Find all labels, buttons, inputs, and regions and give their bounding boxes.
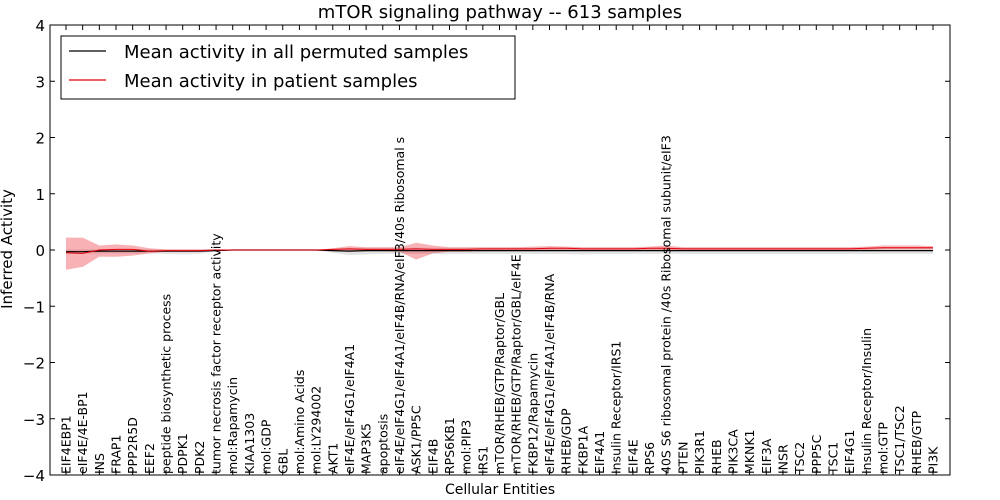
x-tick-label: TSC1 — [826, 442, 841, 475]
x-tick-label: mol:PIP3 — [459, 420, 474, 474]
x-tick-label: 40S S6 ribosomal protein /40s Ribosomal … — [659, 135, 674, 474]
x-tick-label: RHEB/GTP — [909, 410, 924, 474]
x-tick-label: PTEN — [675, 442, 690, 474]
x-tick-label: PIK3R1 — [692, 430, 707, 474]
x-tick-label: mol:LY294002 — [309, 386, 324, 474]
y-tick-label: −4 — [23, 467, 45, 485]
y-tick-label: 2 — [35, 130, 45, 148]
x-tick-label: eIF4E/eIF4G1/eIF4A1/eIF4B/RNA/eIF3/40s R… — [392, 137, 407, 474]
series-line-permuted — [66, 249, 933, 253]
x-tick-label: EIF4EBP1 — [59, 415, 74, 474]
y-tick-label: 1 — [35, 186, 45, 204]
x-tick-label: MAP3K5 — [359, 423, 374, 474]
x-tick-label: PI3K — [926, 446, 941, 474]
y-tick-label: 3 — [35, 73, 45, 91]
x-tick-label: EIF4A1 — [592, 431, 607, 474]
x-tick-label: PIK3CA — [725, 429, 740, 474]
x-tick-label: eIF4E/4E-BP1 — [75, 391, 90, 474]
x-tick-label: mTOR/RHEB/GTP/Raptor/GBL/eIF4E — [509, 254, 524, 474]
y-tick-label: 0 — [35, 242, 45, 260]
x-tick-label: PDK2 — [192, 441, 207, 474]
x-tick-label: mol:GTP — [876, 422, 891, 474]
x-tick-label: tumor necrosis factor receptor activity — [209, 233, 224, 474]
x-tick-label: FKBP1A — [575, 426, 590, 474]
x-tick-label: Insulin Receptor/Insulin — [859, 328, 874, 474]
series-line-patient — [65, 247, 933, 254]
x-tick-label: PDPK1 — [175, 433, 190, 474]
y-tick-label: −3 — [23, 411, 45, 429]
x-tick-label: IRS1 — [475, 446, 490, 474]
legend-box — [60, 35, 516, 100]
x-tick-label: GBL — [275, 449, 290, 474]
x-tick-label: RPS6 — [642, 442, 657, 474]
x-tick-label: MKNK1 — [742, 430, 757, 474]
y-tick-label: −2 — [23, 355, 45, 373]
axis-ticks — [50, 24, 950, 476]
x-tick-label: PPP2R5D — [125, 417, 140, 474]
x-tick-label: mol:Rapamycin — [225, 377, 240, 474]
y-tick-label: 4 — [35, 17, 45, 35]
x-tick-label: TSC1/TSC2 — [892, 405, 907, 475]
x-tick-label: mTOR/RHEB/GTP/Raptor/GBL — [492, 293, 507, 474]
x-tick-label: EIF3A — [759, 438, 774, 474]
y-tick-label: −1 — [23, 298, 45, 316]
x-tick-label: RHEB — [709, 439, 724, 474]
x-tick-label: KIAA1303 — [242, 413, 257, 474]
x-tick-label: INS — [92, 453, 107, 474]
x-tick-label: INSR — [775, 444, 790, 474]
x-tick-label: eIF4E/eIF4G1/eIF4A1/eIF4B/RNA — [542, 273, 557, 474]
x-tick-label: ASK1/PP5C — [409, 405, 424, 474]
legend: Mean activity in all permuted samples Me… — [60, 35, 516, 100]
y-axis-label: Inferred Activity — [0, 189, 16, 309]
x-tick-label: EIF4B — [425, 439, 440, 474]
chart-title: mTOR signaling pathway -- 613 samples — [318, 2, 682, 23]
x-tick-label: mol:GDP — [259, 419, 274, 474]
x-tick-label: Insulin Receptor/IRS1 — [609, 341, 624, 474]
x-tick-labels: EIF4EBP1 eIF4E/4E-BP1 INS FRAP1 PPP2R5D EEF2 p… — [59, 135, 941, 475]
x-tick-label: EEF2 — [142, 443, 157, 474]
y-tick-labels: 4 3 2 1 0 −1 −2 −3 −4 — [23, 17, 45, 485]
x-tick-label: RPS6KB1 — [442, 417, 457, 474]
x-tick-label: peptide biosynthetic process — [159, 294, 174, 474]
x-tick-label: mol:Amino Acids — [292, 370, 307, 474]
x-tick-label: AKT1 — [325, 443, 340, 474]
x-tick-label: PPP5C — [809, 434, 824, 474]
x-tick-label: TSC2 — [792, 442, 807, 475]
x-tick-label: FRAP1 — [109, 435, 124, 474]
plot-area — [65, 237, 933, 270]
legend-label-patient: Mean activity in patient samples — [124, 71, 418, 92]
x-axis-label: Cellular Entities — [445, 482, 555, 498]
x-tick-label: FKBP12/Rapamycin — [525, 353, 540, 474]
x-tick-label: apoptosis — [375, 414, 390, 474]
x-tick-label: eIF4E/eIF4G1/eIF4A1 — [342, 344, 357, 474]
x-tick-label: EIF4E — [625, 439, 640, 474]
x-tick-label: RHEB/GDP — [559, 408, 574, 474]
legend-label-permuted: Mean activity in all permuted samples — [124, 42, 468, 63]
x-tick-label: EIF4G1 — [842, 430, 857, 474]
